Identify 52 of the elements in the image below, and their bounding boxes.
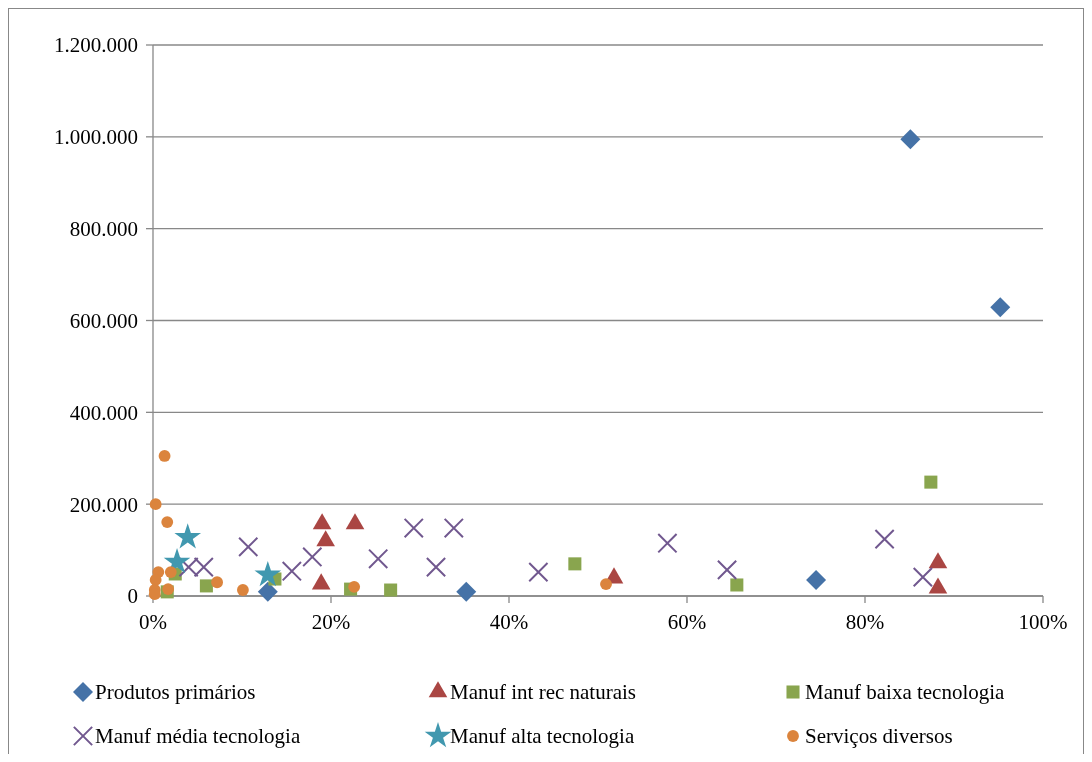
point <box>568 557 582 571</box>
legend-label: Produtos primários <box>95 680 256 705</box>
x-tick-label: 60% <box>667 610 707 634</box>
point <box>403 517 424 539</box>
point <box>302 546 323 568</box>
point <box>443 517 464 539</box>
point <box>254 560 282 587</box>
point <box>456 581 477 602</box>
y-tick-label: 200.000 <box>69 492 138 517</box>
point <box>281 561 302 582</box>
point <box>158 450 171 462</box>
point <box>990 297 1011 318</box>
y-tick-label: 800.000 <box>69 217 138 242</box>
legend-label: Serviços diversos <box>805 724 953 749</box>
x-tick-label: 0% <box>139 610 167 634</box>
point <box>730 578 744 592</box>
y-tick-label: 1.000.000 <box>54 125 138 150</box>
x-tick-label: 20% <box>311 610 351 634</box>
point <box>900 129 921 150</box>
x-tick-label: 40% <box>489 610 529 634</box>
point <box>425 556 447 578</box>
point <box>149 498 162 511</box>
point <box>211 576 223 589</box>
point <box>174 523 202 549</box>
y-tick-label: 600.000 <box>69 308 138 333</box>
legend-label: Manuf média tecnologia <box>95 724 301 749</box>
x-tick-label: 80% <box>845 610 885 634</box>
legend-label: Manuf alta tecnologia <box>450 724 635 749</box>
legend-label: Manuf int rec naturais <box>450 680 637 705</box>
point <box>600 578 612 590</box>
point <box>236 584 249 596</box>
point <box>806 569 827 590</box>
point <box>874 528 895 550</box>
point <box>716 559 738 580</box>
point <box>348 580 361 593</box>
point <box>384 583 398 597</box>
y-tick-label: 400.000 <box>69 400 138 425</box>
point <box>257 581 278 602</box>
point <box>657 533 678 554</box>
legend-label: Manuf baixa tecnologia <box>805 680 1006 705</box>
point <box>161 516 174 528</box>
point <box>238 536 259 558</box>
y-tick-label: 1.200.000 <box>54 33 138 58</box>
x-tick-label: 100% <box>1018 610 1068 634</box>
point <box>368 548 389 569</box>
point <box>164 566 177 579</box>
point <box>199 579 213 593</box>
point <box>528 561 549 583</box>
point <box>924 475 938 489</box>
point <box>912 567 933 588</box>
y-tick-label: 0 <box>127 584 138 609</box>
point <box>149 574 162 586</box>
